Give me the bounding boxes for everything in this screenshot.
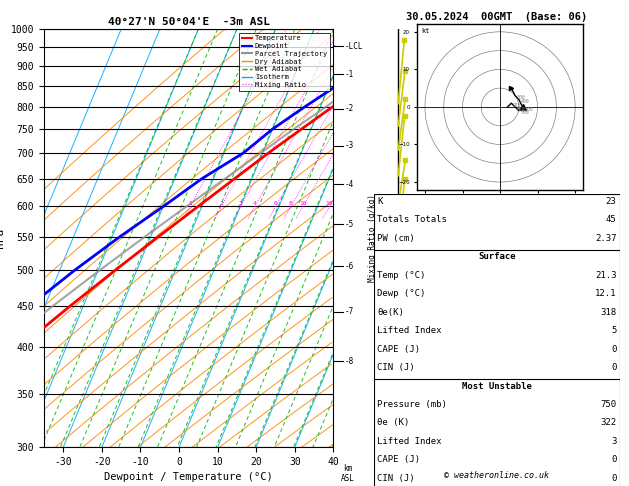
Text: 300: 300: [517, 95, 526, 101]
Text: 2.37: 2.37: [595, 234, 616, 243]
Text: 925: 925: [513, 103, 522, 108]
Text: θe (K): θe (K): [377, 418, 409, 428]
Title: 40°27'N 50°04'E  -3m ASL: 40°27'N 50°04'E -3m ASL: [108, 17, 270, 27]
Text: 0: 0: [611, 474, 616, 483]
Text: 700: 700: [521, 110, 530, 116]
Text: 8: 8: [289, 202, 292, 207]
Text: Totals Totals: Totals Totals: [377, 215, 447, 225]
Text: -6: -6: [345, 262, 354, 271]
Text: -LCL: -LCL: [345, 42, 363, 51]
Text: 500: 500: [525, 106, 533, 112]
Text: 5: 5: [611, 326, 616, 335]
Text: 2: 2: [220, 202, 223, 207]
Text: 322: 322: [600, 418, 616, 428]
Text: Pressure (mb): Pressure (mb): [377, 400, 447, 409]
Text: CAPE (J): CAPE (J): [377, 455, 420, 465]
Text: -4: -4: [345, 180, 354, 189]
Text: 21.3: 21.3: [595, 271, 616, 280]
Text: Temp (°C): Temp (°C): [377, 271, 426, 280]
Text: PW (cm): PW (cm): [377, 234, 415, 243]
X-axis label: Dewpoint / Temperature (°C): Dewpoint / Temperature (°C): [104, 472, 273, 483]
Text: kt: kt: [421, 28, 430, 34]
Text: -1: -1: [345, 70, 354, 79]
Text: 10: 10: [299, 202, 307, 207]
Text: CAPE (J): CAPE (J): [377, 345, 420, 354]
Legend: Temperature, Dewpoint, Parcel Trajectory, Dry Adiabat, Wet Adiabat, Isotherm, Mi: Temperature, Dewpoint, Parcel Trajectory…: [239, 33, 330, 90]
Text: 1: 1: [188, 202, 192, 207]
Text: 30.05.2024  00GMT  (Base: 06): 30.05.2024 00GMT (Base: 06): [406, 12, 587, 22]
Text: 850: 850: [517, 106, 526, 112]
Text: 400: 400: [521, 99, 530, 104]
Text: -3: -3: [345, 141, 354, 150]
Text: © weatheronline.co.uk: © weatheronline.co.uk: [445, 471, 549, 480]
Text: 16: 16: [326, 202, 333, 207]
Text: θe(K): θe(K): [377, 308, 404, 317]
Text: km
ASL: km ASL: [340, 464, 355, 483]
Text: -5: -5: [345, 220, 354, 229]
Text: Mixing Ratio (g/kg): Mixing Ratio (g/kg): [368, 194, 377, 282]
Text: 0: 0: [611, 345, 616, 354]
Text: Surface: Surface: [478, 252, 516, 261]
Text: 4: 4: [253, 202, 257, 207]
Text: 750: 750: [600, 400, 616, 409]
Text: Dewp (°C): Dewp (°C): [377, 289, 426, 298]
Text: CIN (J): CIN (J): [377, 363, 415, 372]
Text: -8: -8: [345, 357, 354, 366]
Text: Lifted Index: Lifted Index: [377, 326, 442, 335]
Text: -7: -7: [345, 307, 354, 316]
Text: 23: 23: [606, 197, 616, 206]
Y-axis label: hPa: hPa: [0, 228, 5, 248]
Text: K: K: [377, 197, 383, 206]
Text: Most Unstable: Most Unstable: [462, 382, 532, 391]
Text: 45: 45: [606, 215, 616, 225]
Text: 0: 0: [611, 455, 616, 465]
Text: III: III: [396, 436, 408, 442]
Text: -2: -2: [345, 104, 354, 113]
Text: 12.1: 12.1: [595, 289, 616, 298]
Text: 6: 6: [274, 202, 277, 207]
Text: 3: 3: [611, 437, 616, 446]
Text: CIN (J): CIN (J): [377, 474, 415, 483]
Text: 0: 0: [611, 363, 616, 372]
Text: Lifted Index: Lifted Index: [377, 437, 442, 446]
Text: 318: 318: [600, 308, 616, 317]
Text: 3: 3: [239, 202, 243, 207]
